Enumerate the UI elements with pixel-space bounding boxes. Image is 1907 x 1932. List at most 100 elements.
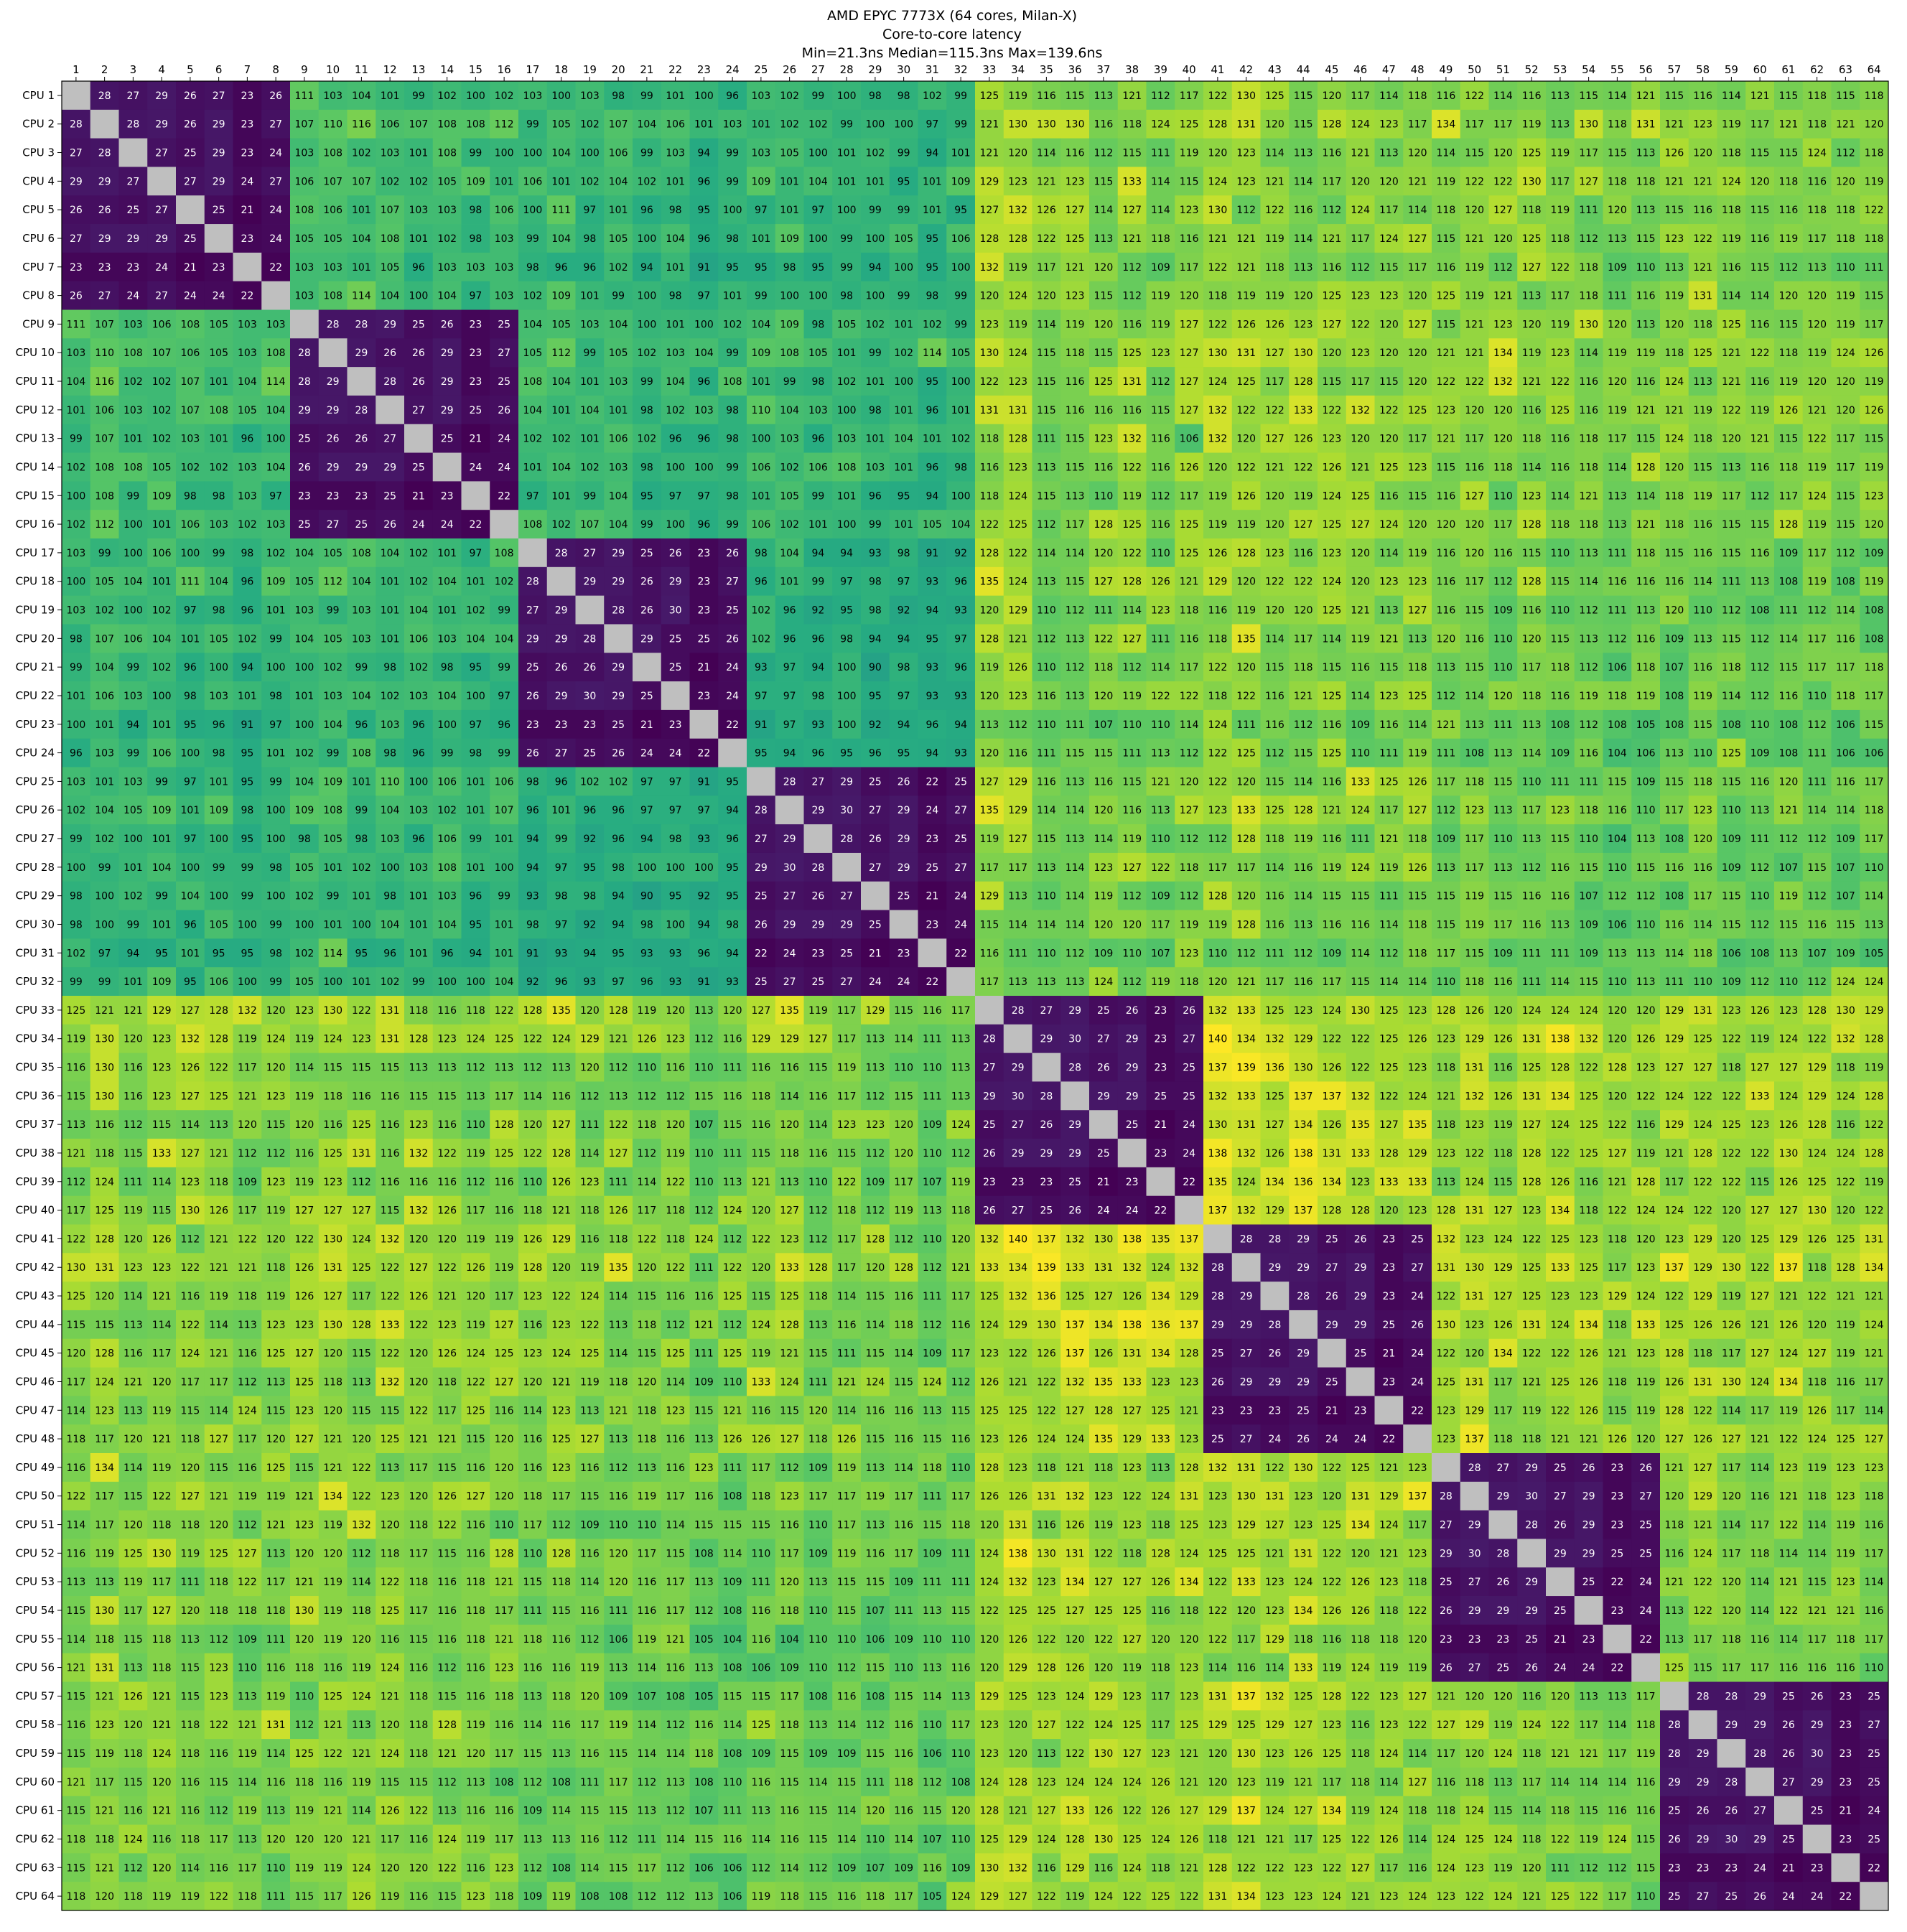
heatmap-cell-value: 116 [1465,462,1484,473]
heatmap-cell-value: 131 [1693,291,1712,302]
heatmap-cell-diagonal [1203,1224,1233,1254]
heatmap-cell-value: 106 [752,462,771,473]
heatmap-cell-value: 117 [1265,376,1284,388]
heatmap-cell-value: 119 [1807,347,1827,359]
heatmap-cell-value: 101 [381,90,400,102]
heatmap-cell-value: 112 [495,119,514,131]
heatmap-cell-value: 134 [1493,347,1513,359]
heatmap-cell-value: 118 [1807,90,1827,102]
heatmap-cell-value: 24 [498,462,510,473]
heatmap-cell-value: 115 [1779,319,1799,330]
heatmap-cell-value: 112 [1351,262,1370,274]
heatmap-cell-value: 114 [1722,291,1741,302]
heatmap-cell-value: 123 [1551,347,1570,359]
heatmap-cell-value: 116 [352,119,371,131]
heatmap-cell-value: 100 [551,90,571,102]
heatmap-cell-value: 120 [1836,405,1855,416]
heatmap-cell-value: 21 [469,434,482,445]
heatmap-cell-value: 103 [752,148,771,159]
heatmap-cell [1060,109,1090,139]
heatmap-cell-value: 27 [70,148,83,159]
heatmap-cell-value: 116 [1151,462,1170,473]
heatmap-cell-value: 101 [694,119,714,131]
heatmap-cell-value: 114 [1722,90,1741,102]
heatmap-cell [290,109,320,139]
heatmap-cell [432,81,462,111]
heatmap-cell-value: 101 [780,205,799,216]
heatmap-cell-value: 128 [980,233,999,245]
heatmap-cell-value: 102 [780,119,799,131]
heatmap-cell-value: 100 [580,148,600,159]
heatmap-cell-value: 115 [1379,262,1399,274]
heatmap-cell-value: 100 [752,434,771,445]
heatmap-cell-value: 105 [209,319,228,330]
heatmap-cell-value: 115 [1037,376,1056,388]
heatmap-cell [118,81,148,111]
heatmap-cell-value: 98 [811,376,824,388]
heatmap-cell-value: 102 [780,462,799,473]
heatmap-cell-diagonal [1318,1338,1347,1368]
heatmap-cell [1146,109,1175,139]
heatmap-cell-value: 116 [1066,376,1085,388]
heatmap-cell-diagonal [490,510,519,539]
heatmap-cell-value: 99 [840,233,853,245]
heatmap-cell-value: 121 [1722,347,1741,359]
heatmap-cell [1488,81,1518,111]
heatmap-cell-value: 123 [1066,291,1085,302]
heatmap-cell-value: 103 [780,434,799,445]
heatmap-cell-value: 105 [323,233,342,245]
heatmap-cell-value: 115 [1037,405,1056,416]
heatmap-cell-diagonal [918,938,947,968]
heatmap-cell-value: 29 [155,119,168,131]
heatmap-cell-value: 91 [697,262,710,274]
heatmap-cell-value: 106 [495,205,514,216]
heatmap-cell-value: 25 [126,205,139,216]
heatmap-cell-value: 99 [954,119,967,131]
heatmap-cell-value: 94 [697,148,710,159]
heatmap-cell-value: 123 [1151,347,1170,359]
heatmap-cell [1289,81,1318,111]
heatmap-cell-value: 29 [383,319,396,330]
heatmap-cell-value: 114 [1437,148,1456,159]
heatmap-cell-value: 126 [1236,319,1256,330]
heatmap-cell-value: 102 [580,176,600,187]
heatmap-cell-value: 98 [583,233,596,245]
heatmap-cell-value: 114 [1265,148,1284,159]
heatmap-cell-value: 25 [498,319,510,330]
heatmap-cell-value: 121 [1465,233,1484,245]
heatmap-cell [1688,109,1717,139]
heatmap-cell-value: 103 [495,291,514,302]
heatmap-cell-value: 101 [923,205,942,216]
heatmap-cell [1260,81,1290,111]
heatmap-cell-value: 109 [1608,262,1627,274]
heatmap-cell-value: 124 [1807,148,1827,159]
heatmap-cell-value: 106 [609,434,628,445]
heatmap-cell-value: 115 [1636,434,1656,445]
heatmap-cell-value: 104 [894,434,913,445]
heatmap-cell-value: 101 [609,205,628,216]
heatmap-cell-value: 104 [266,405,286,416]
heatmap-cell-value: 115 [1636,233,1656,245]
heatmap-cell-value: 102 [352,148,371,159]
heatmap-cell-value: 96 [697,233,710,245]
heatmap-cell-value: 103 [666,148,685,159]
heatmap-cell [290,138,320,167]
heatmap-cell-value: 99 [640,148,653,159]
heatmap-cell-value: 113 [1037,462,1056,473]
heatmap-cell-value: 114 [1493,90,1513,102]
heatmap-cell-diagonal [1688,1710,1717,1740]
heatmap-cell-value: 102 [437,233,457,245]
heatmap-cell-value: 123 [980,319,999,330]
heatmap-cell-value: 118 [1636,176,1656,187]
heatmap-cell [775,81,804,111]
heatmap-cell-value: 122 [1465,176,1484,187]
heatmap-cell-value: 120 [1351,434,1370,445]
heatmap-cell-value: 104 [352,233,371,245]
heatmap-cell-value: 120 [1351,176,1370,187]
heatmap-cell-value: 120 [1665,319,1684,330]
heatmap-cell-value: 115 [1379,376,1399,388]
heatmap-cell-value: 122 [1722,405,1741,416]
heatmap-cell-value: 120 [1408,148,1427,159]
heatmap-cell-diagonal [261,281,291,310]
heatmap-cell-diagonal [1117,1139,1147,1168]
